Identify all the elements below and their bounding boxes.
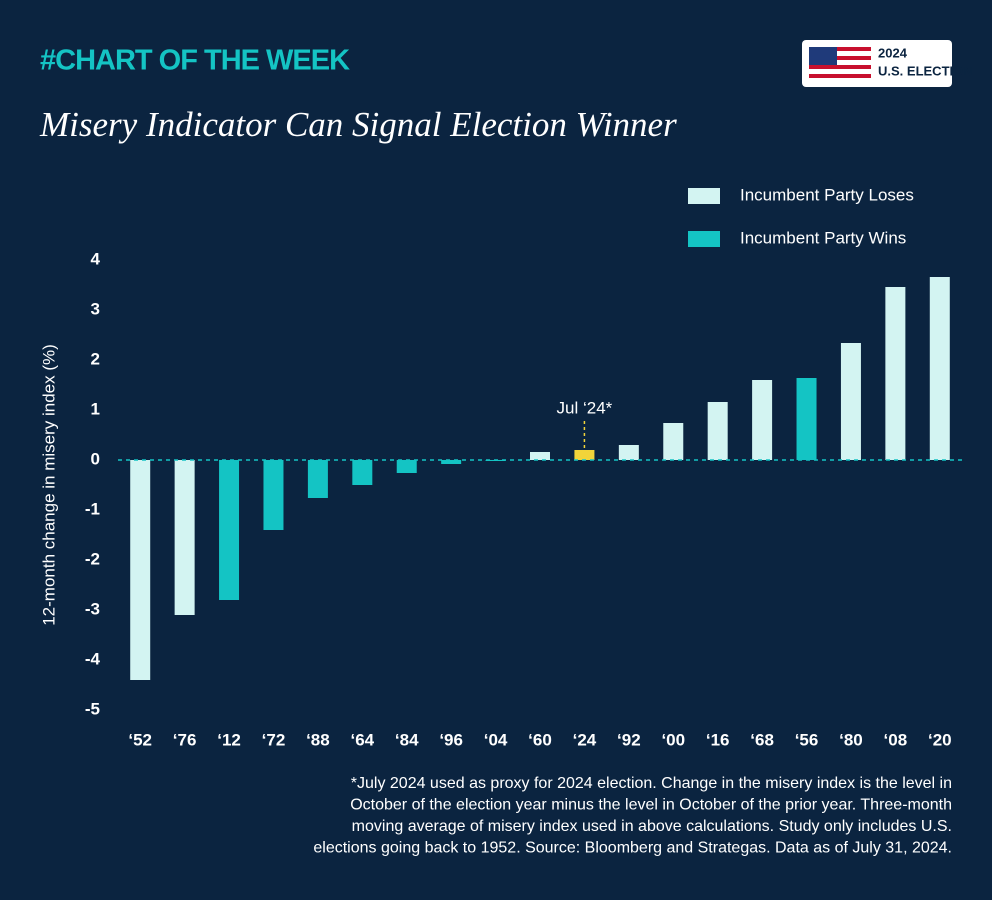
bar bbox=[663, 423, 684, 460]
bar bbox=[441, 460, 462, 464]
y-tick-label: 4 bbox=[91, 249, 101, 268]
footnote: elections going back to 1952. Source: Bl… bbox=[313, 840, 952, 857]
header-tag: #CHART OF THE WEEK bbox=[40, 45, 350, 77]
x-tick-label: ‘64 bbox=[350, 730, 374, 749]
footnote: *July 2024 used as proxy for 2024 electi… bbox=[351, 775, 952, 792]
bar bbox=[707, 402, 728, 460]
flag bbox=[809, 47, 871, 80]
x-tick-label: ‘08 bbox=[884, 730, 908, 749]
bar bbox=[174, 460, 195, 615]
x-tick-label: ‘12 bbox=[217, 730, 241, 749]
bar bbox=[618, 445, 639, 460]
bar bbox=[219, 460, 240, 600]
x-tick-label: ‘84 bbox=[395, 730, 419, 749]
y-axis-label: 12-month change in misery index (%) bbox=[39, 344, 58, 626]
x-tick-label: ‘88 bbox=[306, 730, 330, 749]
bar bbox=[840, 343, 861, 460]
x-tick-label: ‘24 bbox=[573, 730, 597, 749]
footnote: October of the election year minus the l… bbox=[350, 797, 952, 814]
y-tick-label: -4 bbox=[85, 649, 101, 668]
footnote: moving average of misery index used in a… bbox=[352, 818, 952, 835]
chart-title: Misery Indicator Can Signal Election Win… bbox=[39, 105, 677, 144]
bar bbox=[307, 460, 328, 498]
badge-text: U.S. ELECTION bbox=[878, 63, 973, 78]
bar bbox=[752, 380, 773, 460]
x-tick-label: ‘16 bbox=[706, 730, 730, 749]
badge-year: 2024 bbox=[878, 45, 908, 60]
bar bbox=[530, 452, 550, 460]
x-tick-label: ‘72 bbox=[262, 730, 286, 749]
x-tick-label: ‘00 bbox=[661, 730, 685, 749]
y-tick-label: 3 bbox=[91, 299, 100, 318]
x-tick-label: ‘60 bbox=[528, 730, 552, 749]
y-tick-label: 2 bbox=[91, 349, 100, 368]
bar bbox=[352, 460, 373, 485]
y-tick-label: -1 bbox=[85, 499, 100, 518]
y-tick-label: 0 bbox=[91, 449, 100, 468]
legend-label: Incumbent Party Loses bbox=[740, 185, 914, 204]
x-tick-label: ‘04 bbox=[484, 730, 508, 749]
x-tick-label: ‘68 bbox=[750, 730, 774, 749]
annotation: Jul ‘24* bbox=[557, 398, 613, 417]
x-tick-label: ‘76 bbox=[173, 730, 197, 749]
x-tick-label: ‘52 bbox=[128, 730, 152, 749]
x-tick-label: ‘96 bbox=[439, 730, 463, 749]
bar bbox=[885, 287, 906, 460]
y-tick-label: 1 bbox=[91, 399, 100, 418]
bar bbox=[929, 277, 950, 460]
y-tick-label: -2 bbox=[85, 549, 100, 568]
x-tick-label: ‘56 bbox=[795, 730, 819, 749]
bar bbox=[130, 460, 151, 680]
x-tick-label: ‘20 bbox=[928, 730, 952, 749]
y-tick-label: -3 bbox=[85, 599, 100, 618]
legend-label: Incumbent Party Wins bbox=[740, 228, 906, 247]
bar bbox=[263, 460, 284, 530]
legend-swatch bbox=[688, 188, 720, 204]
bar bbox=[396, 460, 417, 473]
x-tick-label: ‘80 bbox=[839, 730, 863, 749]
bar bbox=[796, 378, 817, 460]
legend-swatch bbox=[688, 231, 720, 247]
y-tick-label: -5 bbox=[85, 699, 100, 718]
x-tick-label: ‘92 bbox=[617, 730, 641, 749]
bar bbox=[574, 450, 595, 460]
